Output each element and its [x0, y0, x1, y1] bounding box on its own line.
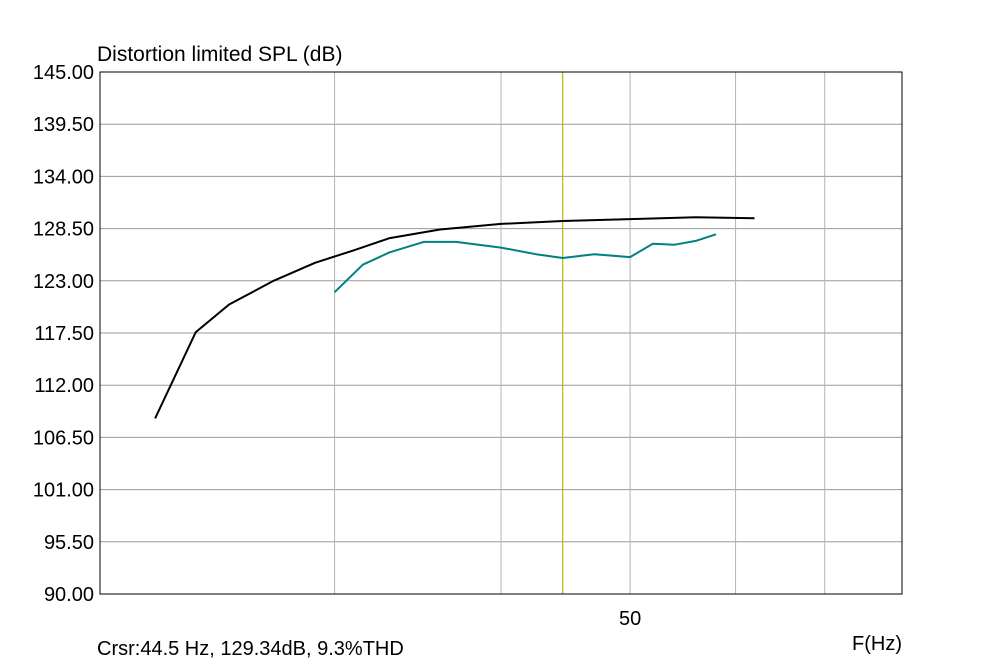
chart-title: Distortion limited SPL (dB)	[97, 43, 342, 66]
y-tick-label: 106.50	[33, 427, 94, 449]
y-tick-label: 139.50	[33, 114, 94, 136]
y-tick-label: 95.50	[44, 532, 94, 554]
y-tick-label: 112.00	[34, 375, 94, 397]
y-tick-label: 128.50	[33, 219, 94, 241]
y-tick-label: 145.00	[33, 62, 94, 84]
y-tick-label: 123.00	[33, 271, 94, 293]
series-line-1	[154, 216, 755, 419]
grid-layer	[100, 71, 902, 595]
x-tick-label: 50	[619, 608, 641, 630]
x-axis-tick-labels: 50	[619, 608, 641, 630]
series-layer	[154, 216, 755, 419]
cursor-readout: Crsr:44.5 Hz, 129.34dB, 9.3%THD	[97, 638, 404, 660]
y-tick-label: 101.00	[33, 480, 94, 502]
y-tick-label: 134.00	[33, 166, 94, 188]
plot-frame	[99, 71, 903, 595]
y-tick-label: 117.50	[34, 323, 94, 345]
series-line-2	[333, 233, 717, 293]
y-axis-tick-labels: 145.00 139.50 134.00 128.50 123.00 117.50 112.…	[33, 62, 94, 606]
x-axis-label: F(Hz)	[852, 633, 902, 655]
y-tick-label: 90.00	[44, 584, 94, 606]
